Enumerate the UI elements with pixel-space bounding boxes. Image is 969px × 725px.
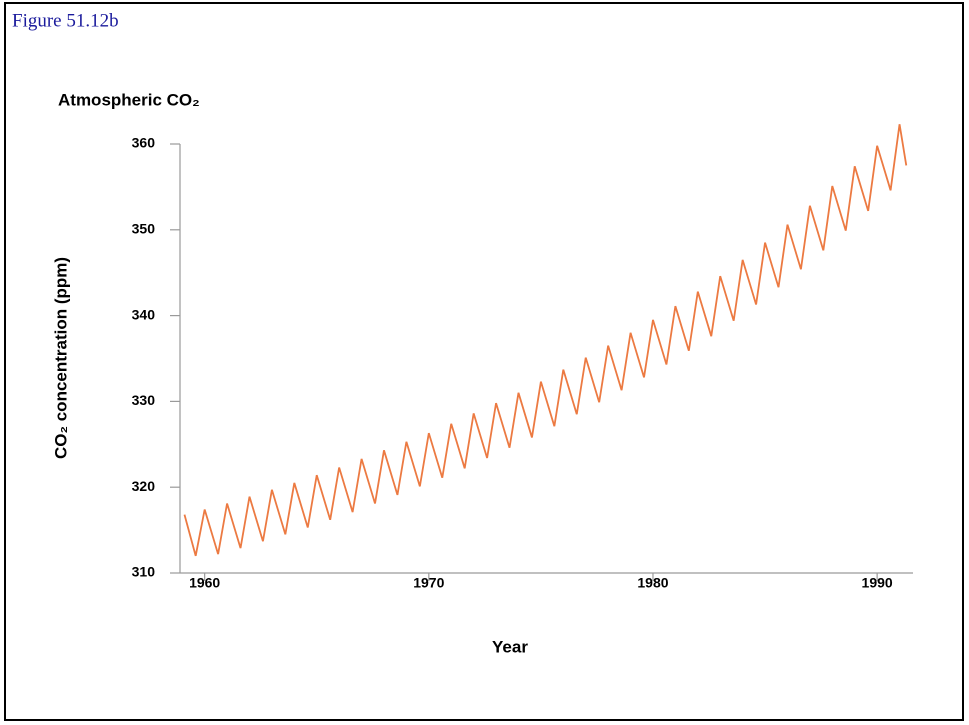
x-tick-label: 1970 (413, 575, 444, 591)
frame (4, 2, 964, 721)
y-tick-label: 310 (132, 564, 156, 580)
data-line (183, 124, 908, 557)
y-tick-label: 350 (132, 221, 156, 237)
x-axis-label: Year (492, 637, 528, 656)
chart-title: Atmospheric CO₂ (58, 90, 200, 109)
y-tick-label: 320 (132, 478, 156, 494)
y-tick-label: 360 (132, 135, 156, 151)
x-tick-label: 1990 (862, 575, 893, 591)
y-axis-label: CO₂ concentration (ppm) (51, 257, 70, 459)
y-tick-label: 340 (132, 306, 156, 322)
figure-label: Figure 51.12b (12, 10, 119, 31)
x-tick-label: 1980 (637, 575, 668, 591)
y-tick-label: 330 (132, 392, 156, 408)
x-tick-label: 1960 (189, 575, 220, 591)
